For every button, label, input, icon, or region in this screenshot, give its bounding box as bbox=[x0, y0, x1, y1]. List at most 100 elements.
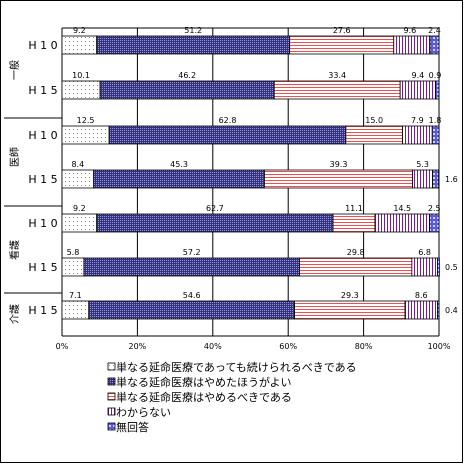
legend-swatch bbox=[107, 377, 116, 386]
legend-swatch bbox=[107, 392, 116, 401]
gridlines bbox=[61, 27, 440, 337]
data-label: 9.2 bbox=[73, 26, 86, 35]
data-label: 5.8 bbox=[67, 248, 80, 257]
data-label: 7.1 bbox=[69, 291, 82, 300]
data-label: 8.4 bbox=[71, 160, 84, 169]
group-label: 介護 bbox=[8, 304, 21, 324]
data-label: 0.4 bbox=[445, 306, 458, 315]
row-label: H 1 0 bbox=[28, 217, 57, 230]
data-label: 1.8 bbox=[429, 116, 442, 125]
bar-segment bbox=[412, 169, 433, 189]
row-label: H 1 5 bbox=[28, 84, 57, 97]
row-label: H 1 5 bbox=[28, 261, 57, 274]
bar-segment bbox=[374, 213, 430, 233]
data-label: 33.4 bbox=[328, 71, 346, 80]
data-label: 8.6 bbox=[415, 291, 428, 300]
legend-swatch bbox=[107, 362, 116, 371]
bar-segment bbox=[61, 80, 101, 100]
legend-swatch bbox=[107, 407, 116, 416]
x-tick-label: 80% bbox=[355, 342, 373, 351]
x-tick-label: 20% bbox=[129, 342, 147, 351]
data-label: 54.6 bbox=[183, 291, 201, 300]
bar-segment bbox=[93, 169, 265, 189]
data-label: 62.8 bbox=[219, 116, 237, 125]
bar-segment bbox=[61, 125, 110, 145]
row-label: H 1 0 bbox=[28, 129, 57, 142]
data-label: 10.1 bbox=[72, 71, 90, 80]
bar-segment bbox=[108, 125, 347, 145]
legend-label: わからない bbox=[116, 406, 171, 419]
data-label: 57.2 bbox=[183, 248, 201, 257]
data-label: 9.4 bbox=[412, 71, 425, 80]
data-label: 15.0 bbox=[365, 116, 383, 125]
bar-segment bbox=[61, 213, 98, 233]
bar-segment bbox=[88, 300, 296, 320]
data-label: 12.5 bbox=[77, 116, 95, 125]
data-label: 2.5 bbox=[428, 204, 441, 213]
bar-segment bbox=[429, 35, 440, 55]
group-label: 医師 bbox=[8, 147, 21, 167]
bar-segment bbox=[345, 125, 403, 145]
data-label: 39.3 bbox=[330, 160, 348, 169]
data-label: 5.3 bbox=[416, 160, 429, 169]
data-label: 7.9 bbox=[411, 116, 424, 125]
bar-segment bbox=[429, 213, 440, 233]
x-tick-label: 40% bbox=[204, 342, 222, 351]
data-labels: 9.2 51.2 27.6 9.6 2.4 10.1 46.2 33.4 9.4 0.9 12.5 6… bbox=[67, 26, 458, 315]
bar-segment bbox=[437, 300, 440, 320]
data-label: 14.5 bbox=[393, 204, 411, 213]
group-label: 一般 bbox=[8, 60, 21, 80]
bar-segment bbox=[61, 169, 95, 189]
data-label: 27.6 bbox=[333, 26, 351, 35]
data-label: 11.1 bbox=[345, 204, 363, 213]
legend-label: 無回答 bbox=[116, 420, 149, 434]
bar-segment bbox=[399, 80, 437, 100]
bar-segment bbox=[264, 169, 414, 189]
data-label: 29.8 bbox=[347, 248, 365, 257]
bar-segment bbox=[411, 257, 438, 277]
legend-label: 単なる延命医療はやめるべきである bbox=[116, 390, 292, 404]
bar-segment bbox=[61, 300, 90, 320]
data-label: 0.5 bbox=[445, 263, 458, 272]
data-label: 51.2 bbox=[184, 26, 202, 35]
data-label: 9.6 bbox=[403, 26, 416, 35]
row-label: H 1 0 bbox=[28, 39, 57, 52]
bar-segment bbox=[61, 35, 98, 55]
data-label: 9.2 bbox=[73, 204, 86, 213]
x-axis: 0% 20% 40% 60% 80% 100% bbox=[56, 342, 451, 351]
x-tick-label: 100% bbox=[428, 342, 451, 351]
bar-segment bbox=[432, 169, 440, 189]
data-label: 29.3 bbox=[341, 291, 359, 300]
data-label: 1.6 bbox=[445, 175, 458, 184]
bar-segment bbox=[96, 35, 291, 55]
bar-segment bbox=[99, 80, 275, 100]
bars bbox=[61, 35, 440, 320]
legend-swatch bbox=[107, 422, 116, 431]
bar-segment bbox=[83, 257, 300, 277]
data-label: 2.4 bbox=[428, 26, 441, 35]
bar-segment bbox=[402, 125, 433, 145]
bar-segment bbox=[294, 300, 406, 320]
bar-segment bbox=[404, 300, 438, 320]
bar-segment bbox=[289, 35, 395, 55]
data-label: 45.3 bbox=[170, 160, 188, 169]
row-label: H 1 5 bbox=[28, 173, 57, 186]
bar-segment bbox=[273, 80, 401, 100]
legend-label: 単なる延命医療であっても続けられるべきである bbox=[116, 360, 357, 374]
group-label: 看護 bbox=[8, 240, 21, 260]
legend: 単なる延命医療であっても続けられるべきである単なる延命医療はやめたほうがよい単な… bbox=[107, 360, 357, 434]
data-label: 62.7 bbox=[206, 204, 224, 213]
legend-label: 単なる延命医療はやめたほうがよい bbox=[116, 375, 291, 389]
data-label: 46.2 bbox=[178, 71, 196, 80]
row-label: H 1 5 bbox=[28, 304, 57, 317]
data-label: 6.8 bbox=[418, 248, 431, 257]
x-tick-label: 60% bbox=[279, 342, 297, 351]
bar-segment bbox=[431, 125, 440, 145]
bar-segment bbox=[96, 213, 334, 233]
data-label: 0.9 bbox=[429, 71, 442, 80]
bar-segment bbox=[332, 213, 376, 233]
bar-segment bbox=[61, 257, 85, 277]
